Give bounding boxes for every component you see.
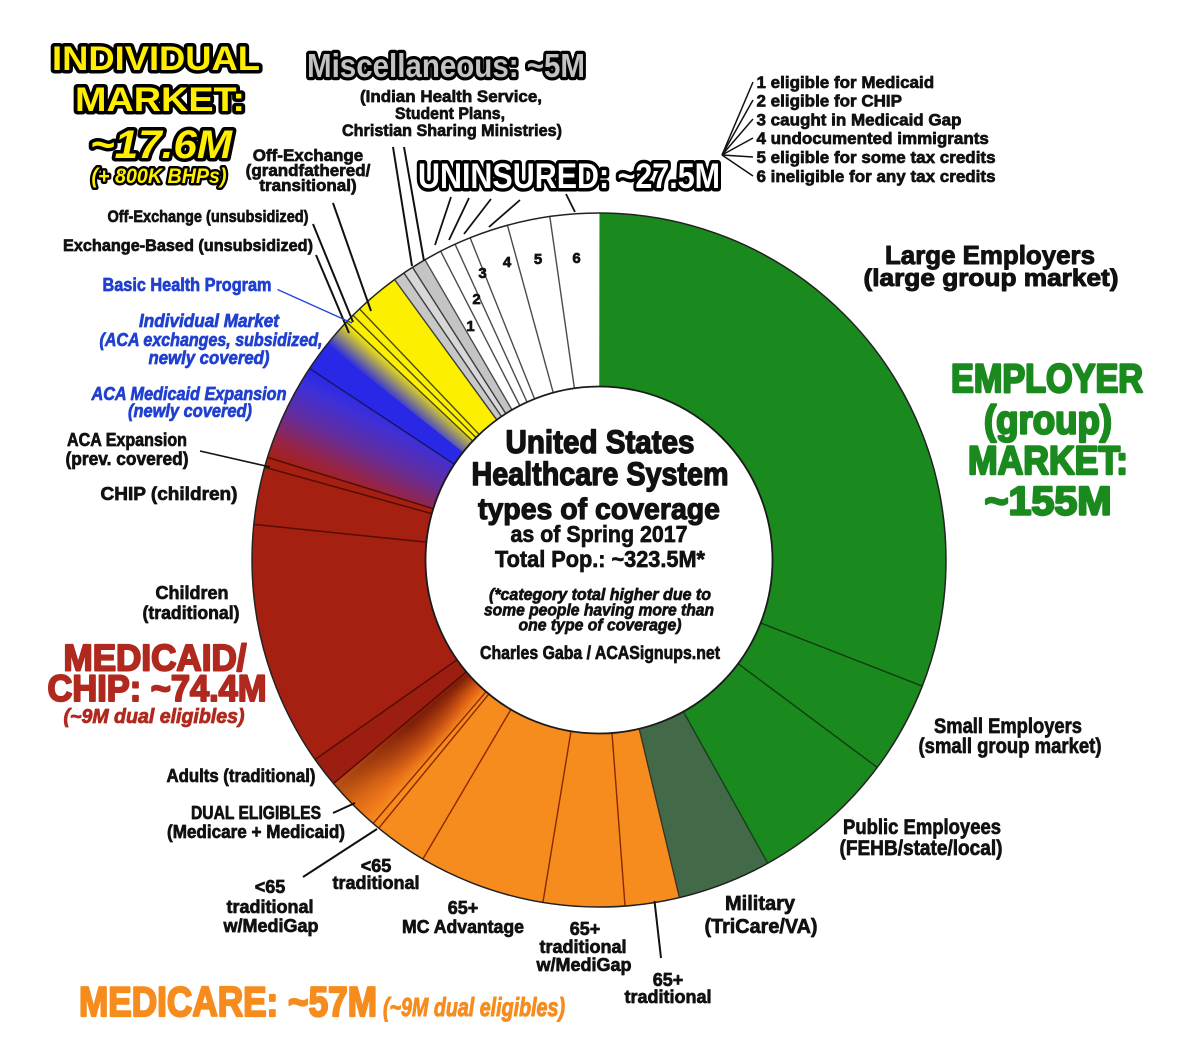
svg-text:Small Employers: Small Employers <box>934 715 1082 738</box>
svg-text:Adults (traditional): Adults (traditional) <box>167 766 316 786</box>
svg-text:MEDICARE: ~57M: MEDICARE: ~57M <box>79 978 377 1025</box>
svg-text:65+: 65+ <box>448 898 479 918</box>
svg-text:Miscellaneous: ~5M: Miscellaneous: ~5M <box>307 47 585 84</box>
svg-text:(group): (group) <box>984 399 1112 443</box>
svg-text:CHIP (children): CHIP (children) <box>101 484 238 504</box>
svg-text:as of Spring 2017: as of Spring 2017 <box>511 521 688 547</box>
svg-text:Military: Military <box>725 893 796 915</box>
svg-text:1: 1 <box>466 318 474 335</box>
svg-text:6: 6 <box>572 250 580 267</box>
svg-text:Charles Gaba / ACASignups.net: Charles Gaba / ACASignups.net <box>480 642 720 663</box>
svg-text:Children: Children <box>155 583 228 603</box>
svg-text:4: 4 <box>503 254 512 271</box>
svg-text:traditional: traditional <box>332 873 419 893</box>
svg-text:5 eligible for some tax credit: 5 eligible for some tax credits <box>757 148 996 167</box>
svg-text:3: 3 <box>478 265 486 282</box>
svg-text:2: 2 <box>472 291 480 308</box>
svg-text:(FEHB/state/local): (FEHB/state/local) <box>840 837 1003 860</box>
svg-text:w/MediGap: w/MediGap <box>222 916 318 936</box>
svg-text:Basic Health Program: Basic Health Program <box>103 275 272 295</box>
svg-text:types of coverage: types of coverage <box>478 493 720 526</box>
svg-text:3 caught in Medicaid Gap: 3 caught in Medicaid Gap <box>757 111 962 130</box>
svg-text:ACA Expansion: ACA Expansion <box>67 430 187 450</box>
svg-text:Total Pop.: ~323.5M*: Total Pop.: ~323.5M* <box>495 546 705 572</box>
svg-text:~155M: ~155M <box>985 480 1112 524</box>
svg-text:~17.6M: ~17.6M <box>90 123 234 167</box>
svg-text:(Indian Health Service,: (Indian Health Service, <box>360 87 542 106</box>
svg-text:(traditional): (traditional) <box>143 603 240 623</box>
svg-text:CHIP: ~74.4M: CHIP: ~74.4M <box>48 668 267 709</box>
svg-text:4 undocumented immigrants: 4 undocumented immigrants <box>757 129 989 148</box>
svg-text:Exchange-Based (unsubsidized): Exchange-Based (unsubsidized) <box>63 236 313 255</box>
svg-text:1 eligible for Medicaid: 1 eligible for Medicaid <box>757 73 935 92</box>
svg-text:(~9M dual eligibles): (~9M dual eligibles) <box>383 992 565 1022</box>
svg-text:(grandfathered/: (grandfathered/ <box>246 161 371 180</box>
svg-text:(small group market): (small group market) <box>919 735 1102 758</box>
svg-text:ACA Medicaid Expansion: ACA Medicaid Expansion <box>91 384 287 404</box>
svg-text:(newly covered): (newly covered) <box>128 401 252 421</box>
svg-text:one type of coverage): one type of coverage) <box>519 617 682 635</box>
svg-text:transitional): transitional) <box>259 176 356 195</box>
svg-text:Large Employers: Large Employers <box>885 240 1095 270</box>
svg-text:traditional: traditional <box>226 897 313 917</box>
svg-text:(TriCare/VA): (TriCare/VA) <box>705 916 818 938</box>
svg-text:2 eligible for CHIP: 2 eligible for CHIP <box>757 92 902 111</box>
svg-text:traditional: traditional <box>539 937 626 957</box>
svg-text:(large group market): (large group market) <box>864 265 1119 292</box>
svg-text:MARKET:: MARKET: <box>968 439 1128 483</box>
svg-text:MEDICAID/: MEDICAID/ <box>64 638 247 679</box>
svg-text:65+: 65+ <box>570 919 601 939</box>
svg-text:MC Advantage: MC Advantage <box>402 917 524 937</box>
svg-text:newly covered): newly covered) <box>149 348 270 368</box>
svg-text:Student Plans,: Student Plans, <box>395 104 505 123</box>
svg-text:65+: 65+ <box>653 970 684 990</box>
svg-text:INDIVIDUAL: INDIVIDUAL <box>52 40 260 78</box>
svg-text:some people having more than: some people having more than <box>484 602 714 620</box>
svg-text:(+ 800K BHPs): (+ 800K BHPs) <box>92 165 227 188</box>
svg-text:Christian Sharing Ministries): Christian Sharing Ministries) <box>342 121 562 140</box>
svg-text:(ACA exchanges, subsidized,: (ACA exchanges, subsidized, <box>100 330 323 350</box>
svg-text:Public Employees: Public Employees <box>843 816 1001 839</box>
svg-text:DUAL ELIGIBLES: DUAL ELIGIBLES <box>191 803 321 823</box>
svg-text:5: 5 <box>534 251 542 268</box>
svg-text:<65: <65 <box>255 877 286 897</box>
svg-text:EMPLOYER: EMPLOYER <box>951 357 1143 401</box>
svg-text:w/MediGap: w/MediGap <box>535 955 631 975</box>
svg-text:(prev. covered): (prev. covered) <box>66 449 189 469</box>
svg-text:<65: <65 <box>361 856 392 876</box>
svg-text:UNINSURED: ~27.5M: UNINSURED: ~27.5M <box>418 157 720 196</box>
svg-text:(Medicare + Medicaid): (Medicare + Medicaid) <box>167 822 345 842</box>
svg-text:United States: United States <box>506 424 695 460</box>
svg-text:(~9M dual eligibles): (~9M dual eligibles) <box>64 706 245 728</box>
svg-text:(*category total higher due to: (*category total higher due to <box>489 586 711 604</box>
svg-text:Individual Market: Individual Market <box>139 311 280 331</box>
svg-text:traditional: traditional <box>624 987 711 1007</box>
svg-text:Off-Exchange (unsubsidized): Off-Exchange (unsubsidized) <box>108 207 309 226</box>
svg-text:Off-Exchange: Off-Exchange <box>253 146 364 165</box>
svg-text:MARKET:: MARKET: <box>75 81 245 119</box>
svg-text:6 ineligible for any tax credi: 6 ineligible for any tax credits <box>757 167 996 186</box>
svg-text:Healthcare System: Healthcare System <box>472 456 729 492</box>
